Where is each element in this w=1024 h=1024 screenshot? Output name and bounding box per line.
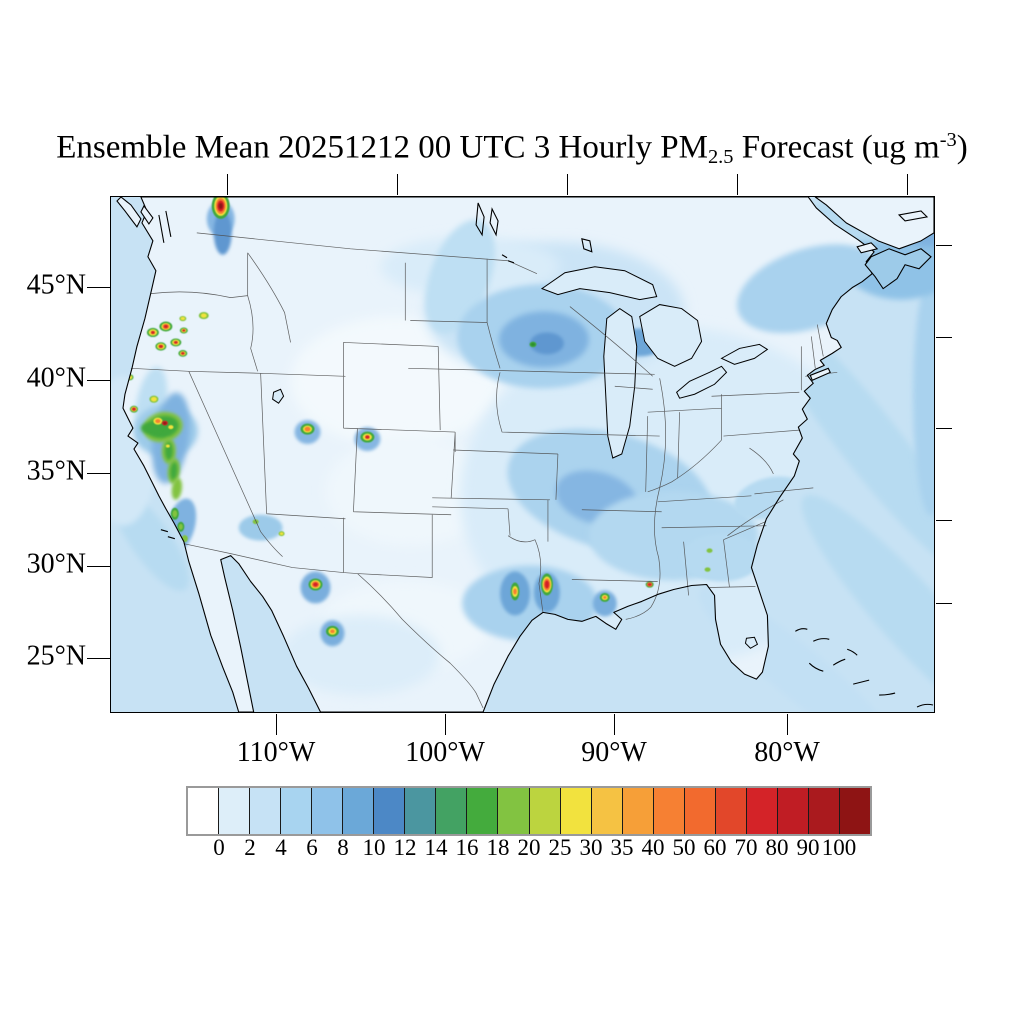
title-text: Ensemble Mean 20251212 00 UTC 3 Hourly P… <box>56 129 708 166</box>
colorbar-tick-label: 2 <box>244 835 256 860</box>
colorbar-tick-label: 50 <box>672 835 696 860</box>
lon-tick-label: 110°W <box>236 737 316 768</box>
colorbar-tick-label: 12 <box>393 835 417 860</box>
small-coastal-features <box>158 202 934 708</box>
colorbar-cell <box>714 788 746 834</box>
colorbar-cell <box>776 788 808 834</box>
colorbar-cell <box>559 788 591 834</box>
colorbar-cell <box>466 788 498 834</box>
colorbar-tick-label: 60 <box>703 835 727 860</box>
lat-tick-label: 35°N <box>26 455 86 487</box>
nova-scotia <box>864 248 932 290</box>
title-text-2: Forecast (ug m <box>733 129 940 166</box>
lon-tick <box>276 714 277 735</box>
colorbar-cell <box>683 788 715 834</box>
title-text-3: ) <box>956 129 968 166</box>
colorbar <box>186 786 872 836</box>
colorbar-tick-label: 25 <box>548 835 572 860</box>
lon-tick <box>614 714 615 735</box>
title-superscript: -3 <box>939 129 957 151</box>
colorbar-tick-label: 40 <box>641 835 665 860</box>
lat-tick <box>87 658 110 659</box>
colorbar-tick-label: 30 <box>579 835 603 860</box>
lon-tick <box>787 714 788 735</box>
right-lat-tick <box>936 520 952 521</box>
colorbar-cell <box>404 788 436 834</box>
colorbar-tick-label: 20 <box>517 835 541 860</box>
top-lon-tick <box>737 174 738 195</box>
colorbar-cell <box>435 788 467 834</box>
lat-tick-label: 25°N <box>26 640 86 672</box>
colorbar-tick-label: 90 <box>796 835 820 860</box>
top-lon-tick <box>907 174 908 195</box>
right-lat-tick <box>936 337 952 338</box>
map-canvas <box>111 197 934 712</box>
colorbar-tick-label: 8 <box>337 835 349 860</box>
colorbar-cell <box>373 788 405 834</box>
lon-tick-label: 100°W <box>405 737 485 768</box>
title-subscript: 2.5 <box>707 145 734 168</box>
colorbar-tick-label: 10 <box>362 835 386 860</box>
colorbar-cell <box>590 788 622 834</box>
colorbar-cell <box>249 788 281 834</box>
lon-tick <box>445 714 446 735</box>
colorbar-tick-label: 4 <box>275 835 287 860</box>
colorbar-tick-label: 14 <box>424 835 448 860</box>
colorbar-tick-label: 18 <box>486 835 510 860</box>
colorbar-cell <box>497 788 529 834</box>
lon-tick-label: 80°W <box>754 737 820 768</box>
right-lat-tick <box>936 603 952 604</box>
colorbar-cell <box>311 788 343 834</box>
lat-tick <box>87 287 110 288</box>
lat-tick <box>87 473 110 474</box>
colorbar-cell <box>745 788 777 834</box>
islands <box>116 197 929 382</box>
right-lat-tick <box>936 428 952 429</box>
colorbar-tick-label: 100 <box>821 835 857 860</box>
lon-tick-label: 90°W <box>581 737 647 768</box>
colorbar-cell <box>218 788 250 834</box>
chart-title: Ensemble Mean 20251212 00 UTC 3 Hourly P… <box>0 129 1024 169</box>
lat-tick-label: 45°N <box>26 269 86 301</box>
lat-tick-label: 40°N <box>26 362 86 394</box>
colorbar-cell <box>280 788 312 834</box>
lat-tick-label: 30°N <box>26 548 86 580</box>
colorbar-tick-label: 0 <box>213 835 225 860</box>
top-lon-tick <box>227 174 228 195</box>
colorbar-tick-label: 6 <box>306 835 318 860</box>
colorbar-tick-label: 80 <box>765 835 789 860</box>
colorbar-tick-label: 16 <box>455 835 479 860</box>
colorbar-cell <box>807 788 839 834</box>
colorbar-tick-label: 35 <box>610 835 634 860</box>
forecast-map <box>110 196 935 713</box>
colorbar-cell <box>652 788 684 834</box>
lat-tick <box>87 566 110 567</box>
top-lon-tick <box>567 174 568 195</box>
lat-tick <box>87 380 110 381</box>
colorbar-cell <box>188 788 219 834</box>
colorbar-cell <box>342 788 374 834</box>
great-lakes <box>272 266 769 649</box>
colorbar-cell <box>528 788 560 834</box>
colorbar-tick-label: 70 <box>734 835 758 860</box>
state-borders-west <box>130 232 655 709</box>
colorbar-cell <box>621 788 653 834</box>
right-lat-tick <box>936 245 952 246</box>
colorbar-cell <box>838 788 871 834</box>
top-lon-tick <box>397 174 398 195</box>
